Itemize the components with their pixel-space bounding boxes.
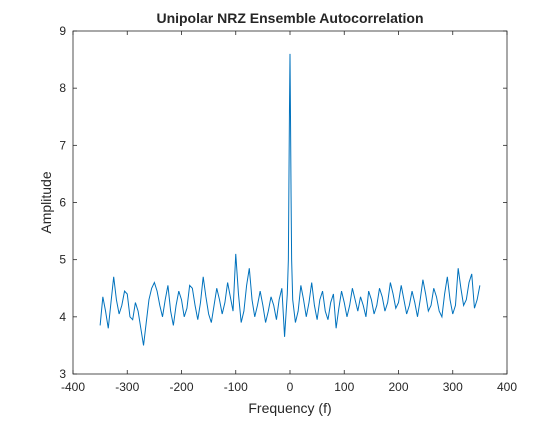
x-axis-label: Frequency (f) [248, 400, 331, 416]
x-tick-label: 200 [388, 380, 408, 394]
y-tick-label: 5 [59, 253, 66, 267]
x-tick-label: 400 [497, 380, 517, 394]
x-tick-label: -100 [224, 380, 248, 394]
y-tick-label: 7 [59, 138, 66, 152]
y-tick-label: 9 [59, 24, 66, 38]
y-axis-label: Amplitude [38, 171, 54, 233]
x-tick-label: 300 [443, 380, 463, 394]
chart-title: Unipolar NRZ Ensemble Autocorrelation [156, 10, 423, 26]
y-tick-label: 8 [59, 81, 66, 95]
y-tick-label: 4 [59, 310, 66, 324]
x-tick-label: 0 [287, 380, 294, 394]
x-tick-label: 100 [334, 380, 354, 394]
y-tick-label: 6 [59, 196, 66, 210]
x-tick-label: -300 [115, 380, 139, 394]
y-tick-label: 3 [59, 367, 66, 381]
x-tick-label: -400 [61, 380, 85, 394]
x-tick-label: -200 [169, 380, 193, 394]
